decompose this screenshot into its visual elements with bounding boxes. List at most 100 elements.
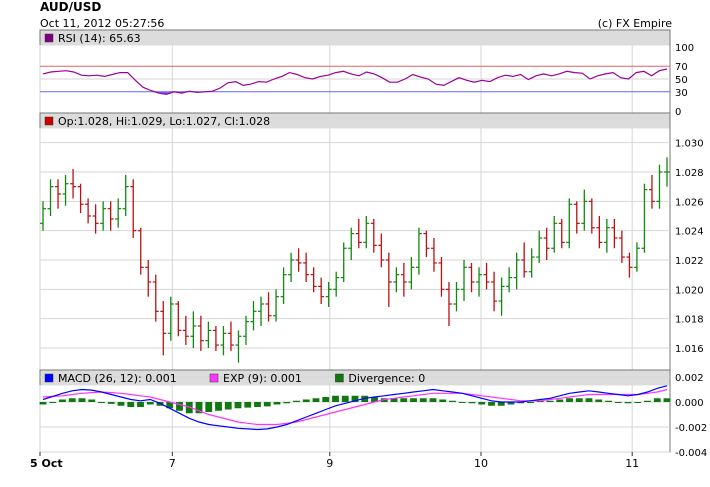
macd-divergence-bar	[263, 402, 271, 407]
price-bar	[521, 242, 528, 278]
price-bar	[70, 169, 77, 199]
price-bar	[258, 296, 265, 326]
price-bar	[445, 282, 452, 326]
price-bar	[618, 230, 625, 263]
macd-divergence-bar	[614, 402, 622, 403]
price-bar	[506, 267, 513, 293]
price-bar	[423, 230, 430, 258]
price-bar	[310, 267, 317, 293]
macd-divergence-bar	[585, 398, 593, 402]
macd-divergence-bar	[527, 402, 534, 403]
macd-divergence-bar	[449, 400, 456, 402]
x-axis-label-1: 7	[169, 457, 176, 470]
macd-y-tick-3: -0.004	[675, 448, 707, 459]
macd-divergence-bar	[488, 402, 495, 406]
macd-divergence-bar	[341, 395, 349, 402]
macd-legend-swatch-0	[44, 373, 54, 383]
price-panel-header	[40, 113, 670, 129]
macd-divergence-bar	[478, 402, 486, 405]
price-bar	[400, 262, 407, 297]
price-y-tick-1: 1.028	[675, 168, 704, 179]
price-bar	[528, 248, 535, 278]
macd-divergence-bar	[244, 402, 252, 408]
macd-line	[42, 385, 668, 431]
price-bar	[265, 292, 272, 322]
macd-divergence-bar	[312, 398, 320, 402]
x-axis-label-4: 11	[625, 457, 639, 470]
macd-divergence-bar	[302, 399, 310, 402]
macd-divergence-bar	[332, 395, 339, 402]
macd-divergence-bar	[624, 402, 632, 404]
price-bar	[152, 274, 159, 322]
price-bar	[468, 262, 475, 293]
price-bar	[182, 315, 189, 346]
macd-divergence-bar	[234, 402, 242, 409]
x-axis-label-2: 9	[326, 457, 333, 470]
price-panel-frame	[39, 112, 671, 371]
price-bar	[596, 216, 603, 249]
rsi-line	[42, 68, 668, 96]
x-axis-label-3: 10	[474, 457, 488, 470]
macd-divergence-bar	[507, 402, 515, 405]
macd-divergence-bar	[176, 402, 183, 411]
price-bar	[536, 230, 543, 263]
price-bar	[453, 282, 460, 312]
macd-exp-line	[42, 388, 668, 426]
rsi-y-tick-2: 50	[675, 75, 688, 86]
price-bar	[378, 233, 385, 268]
macd-legend-swatch-1	[209, 373, 219, 383]
price-bar	[430, 238, 437, 272]
macd-panel-header	[40, 370, 670, 386]
macd-divergence-bar	[468, 402, 476, 404]
price-bar	[573, 201, 580, 234]
price-bar	[85, 198, 92, 224]
price-y-tick-3: 1.024	[675, 227, 704, 238]
price-bar	[408, 257, 415, 290]
macd-divergence-bar	[166, 402, 174, 409]
rsi-oversold-fill	[43, 91, 667, 95]
macd-divergence-bar	[439, 399, 447, 402]
price-bar	[107, 201, 114, 231]
rsi-y-tick-3: 30	[675, 88, 688, 99]
price-bar	[167, 296, 174, 341]
price-y-tick-5: 1.020	[675, 285, 704, 296]
price-bar	[303, 252, 310, 282]
price-bar	[295, 248, 302, 272]
price-bar	[513, 252, 520, 290]
price-bar	[551, 216, 558, 253]
macd-divergence-bar	[49, 402, 57, 403]
chart-title: AUD/USD	[40, 0, 102, 14]
rsi-panel-header	[40, 30, 670, 46]
price-bar	[626, 252, 633, 278]
macd-divergence-bar	[595, 399, 603, 402]
macd-legend-label-0: MACD (26, 12): 0.001	[58, 372, 177, 385]
price-bar	[588, 198, 595, 234]
macd-divergence-bar	[371, 397, 378, 402]
macd-divergence-bar	[88, 399, 96, 402]
macd-divergence-bar	[254, 402, 261, 407]
price-bar	[476, 267, 483, 297]
price-bar	[483, 262, 490, 290]
macd-divergence-bar	[146, 402, 154, 405]
price-bar	[288, 252, 295, 282]
macd-divergence-bar	[351, 395, 359, 402]
price-bar	[273, 289, 280, 322]
price-bar	[205, 321, 212, 348]
macd-divergence-bar	[546, 400, 554, 402]
macd-divergence-bar	[293, 400, 300, 402]
price-bar	[122, 174, 129, 216]
macd-divergence-bar	[400, 398, 408, 402]
macd-divergence-bar	[517, 402, 525, 404]
price-bar	[40, 201, 46, 231]
price-bar	[558, 218, 565, 249]
price-bar	[190, 311, 197, 348]
price-bar	[566, 198, 573, 249]
price-y-tick-4: 1.022	[675, 256, 704, 267]
price-bar	[656, 164, 663, 209]
macd-divergence-bar	[78, 398, 86, 402]
macd-divergence-bar	[39, 402, 47, 405]
macd-divergence-bar	[410, 398, 417, 402]
macd-legend-swatch-2	[335, 373, 344, 383]
price-bar	[355, 218, 362, 249]
macd-divergence-bar	[127, 402, 135, 407]
